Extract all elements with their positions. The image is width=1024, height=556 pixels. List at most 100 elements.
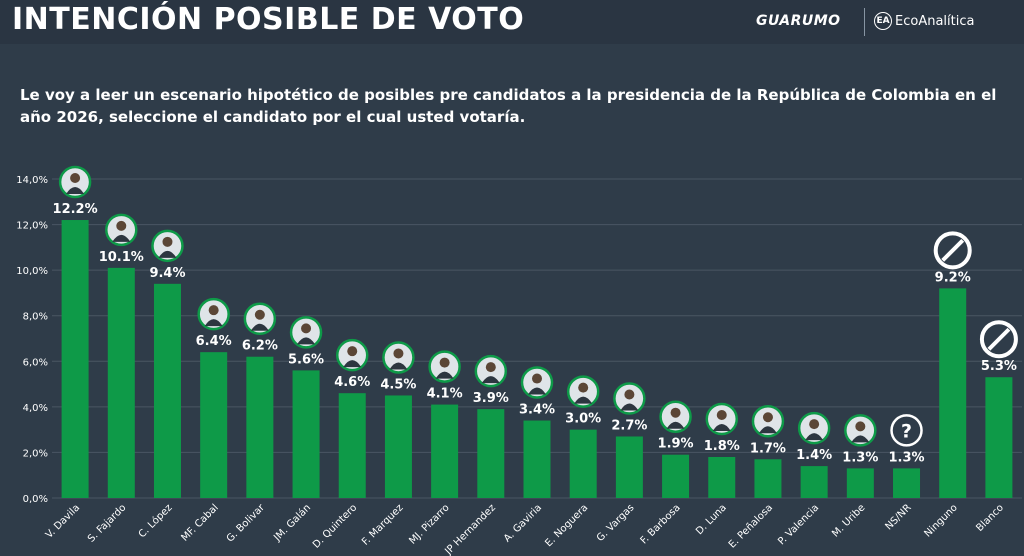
x-tick-label: G. Vargas bbox=[595, 502, 637, 544]
data-label: 9.2% bbox=[935, 270, 971, 285]
bar bbox=[708, 456, 736, 498]
bar bbox=[338, 393, 366, 498]
data-label: 1.9% bbox=[658, 437, 694, 452]
bar bbox=[61, 220, 89, 498]
x-tick-label: V. Davila bbox=[44, 502, 82, 540]
data-label: 5.3% bbox=[981, 359, 1017, 374]
x-tick-label: F. Marquez bbox=[360, 502, 405, 547]
x-tick-label: NS/NR bbox=[883, 502, 913, 532]
avatar-head-icon bbox=[254, 309, 265, 320]
avatar-body-icon bbox=[528, 387, 546, 395]
prohibited-slash bbox=[941, 238, 965, 262]
ecoanalitica-logo: EA EcoAnalítica bbox=[874, 12, 974, 30]
bar bbox=[523, 420, 551, 498]
bar bbox=[939, 288, 967, 498]
data-label: 3.0% bbox=[565, 412, 601, 427]
data-label: 4.5% bbox=[380, 377, 416, 392]
x-tick-label: S. Fajardo bbox=[86, 502, 128, 544]
avatar-head-icon bbox=[347, 346, 358, 357]
ecoanalitica-mark-icon: EA bbox=[874, 12, 892, 30]
data-label: 5.6% bbox=[288, 352, 324, 367]
bar bbox=[200, 352, 228, 498]
data-label: 1.4% bbox=[796, 448, 832, 463]
avatar-body-icon bbox=[158, 250, 177, 258]
avatar-head-icon bbox=[762, 412, 773, 423]
prohibited-icon bbox=[979, 320, 1018, 359]
avatar-body-icon bbox=[204, 319, 223, 327]
chart-subtitle: Le voy a leer un escenario hipotético de… bbox=[20, 86, 997, 126]
data-label: 3.9% bbox=[473, 391, 509, 406]
ecoanalitica-logo-text: EcoAnalítica bbox=[895, 13, 975, 29]
avatar-body-icon bbox=[343, 360, 362, 368]
x-tick-label: A. Gaviria bbox=[502, 502, 544, 544]
bar bbox=[846, 468, 874, 498]
avatar-head-icon bbox=[301, 323, 312, 334]
y-tick-label: 14,0% bbox=[16, 175, 48, 186]
avatar-head-icon bbox=[578, 382, 589, 393]
x-tick-label: P. Valencia bbox=[776, 502, 821, 547]
x-tick-label: D. Luna bbox=[694, 502, 729, 537]
avatar-body-icon bbox=[666, 421, 685, 429]
x-tick-label: C. López bbox=[136, 502, 175, 541]
avatar-body-icon bbox=[112, 234, 131, 242]
question-mark-glyph: ? bbox=[901, 420, 912, 442]
x-tick-label: E. Noguera bbox=[543, 502, 590, 549]
y-tick-label: 0,0% bbox=[23, 494, 48, 505]
x-tick-label: MJ. Pizarro bbox=[407, 502, 451, 546]
bar bbox=[569, 429, 597, 498]
data-label: 2.7% bbox=[611, 418, 647, 433]
data-label: 6.4% bbox=[196, 334, 232, 349]
y-tick-label: 2,0% bbox=[23, 448, 48, 459]
avatar-body-icon bbox=[66, 187, 85, 195]
logo-divider bbox=[864, 8, 865, 36]
avatar-head-icon bbox=[855, 421, 866, 432]
x-tick-label: MF. Cabal bbox=[179, 502, 220, 543]
avatar-head-icon bbox=[70, 173, 81, 184]
avatar-head-icon bbox=[439, 357, 450, 368]
avatar-body-icon bbox=[389, 362, 408, 370]
avatar-head-icon bbox=[485, 362, 496, 373]
avatar-body-icon bbox=[250, 323, 269, 331]
bar bbox=[662, 454, 690, 498]
avatar-body-icon bbox=[481, 376, 500, 384]
bar bbox=[800, 466, 828, 498]
y-tick-label: 10,0% bbox=[16, 266, 48, 277]
prohibited-slash bbox=[987, 327, 1011, 351]
data-label: 12.2% bbox=[53, 202, 98, 217]
data-label: 1.3% bbox=[842, 450, 878, 465]
avatar-body-icon bbox=[758, 426, 777, 434]
bar bbox=[107, 267, 135, 498]
y-tick-label: 4,0% bbox=[23, 403, 48, 414]
data-label: 4.1% bbox=[427, 387, 463, 402]
bar bbox=[615, 436, 643, 498]
header-bar: INTENCIÓN POSIBLE DE VOTO GUARUMO EA Eco… bbox=[0, 0, 1024, 44]
guarumo-logo: GUARUMO bbox=[756, 13, 841, 29]
bar bbox=[153, 283, 181, 498]
avatar-head-icon bbox=[532, 373, 542, 384]
x-tick-label: D. Quintero bbox=[311, 502, 359, 550]
avatar-head-icon bbox=[208, 305, 219, 316]
avatar-head-icon bbox=[162, 236, 173, 247]
question-icon bbox=[890, 414, 923, 447]
data-label: 3.4% bbox=[519, 403, 555, 418]
prohibited-icon bbox=[933, 231, 972, 270]
avatar-head-icon bbox=[624, 389, 635, 400]
data-label: 4.6% bbox=[334, 375, 370, 390]
avatar-body-icon bbox=[712, 423, 731, 431]
x-tick-label: F. Barbosa bbox=[639, 502, 683, 546]
data-label: 6.2% bbox=[242, 339, 278, 354]
avatar-head-icon bbox=[716, 409, 727, 420]
bar bbox=[985, 377, 1013, 498]
avatar-body-icon bbox=[851, 435, 870, 443]
data-label: 1.7% bbox=[750, 441, 786, 456]
data-label: 1.3% bbox=[888, 450, 924, 465]
bar bbox=[754, 459, 782, 498]
avatar-head-icon bbox=[670, 407, 681, 418]
bar bbox=[292, 370, 320, 498]
avatar-body-icon bbox=[435, 371, 454, 379]
x-tick-label: G. Bolivar bbox=[225, 502, 268, 545]
x-tick-label: E. Peñalosa bbox=[727, 502, 775, 550]
data-label: 10.1% bbox=[99, 250, 144, 265]
avatar-head-icon bbox=[393, 348, 404, 359]
